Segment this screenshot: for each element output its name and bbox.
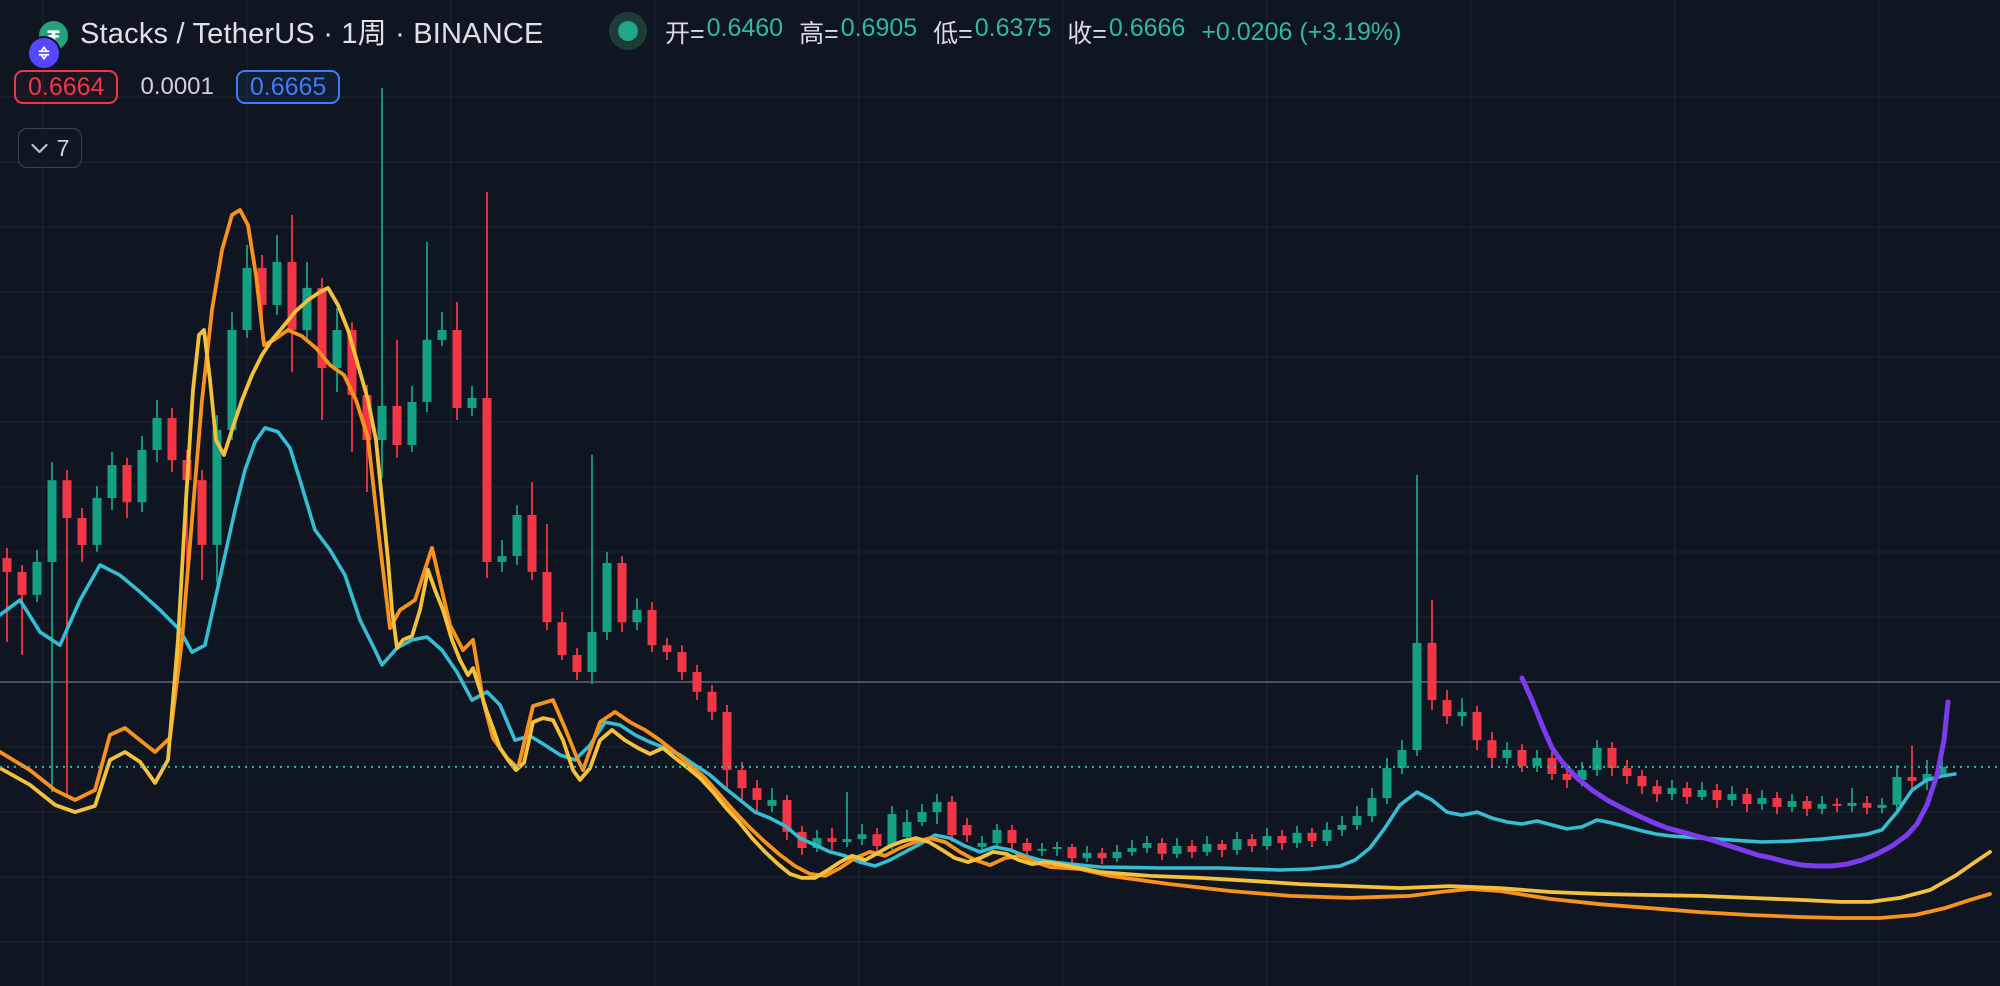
chevron-down-icon <box>30 143 48 153</box>
ask-price-button[interactable]: 0.6665 <box>235 70 341 104</box>
ma-orange <box>0 208 1992 920</box>
open-value: 0.6460 <box>706 14 784 42</box>
market-status-dot-core <box>618 21 638 41</box>
low-value: 0.6375 <box>974 14 1052 42</box>
ma-purple <box>1519 675 1951 869</box>
candles-layer <box>2 88 1947 865</box>
close-label: 收= <box>1067 20 1107 48</box>
indicators-count: 7 <box>56 134 70 161</box>
pair-logo <box>14 9 70 70</box>
high-label: 高= <box>799 20 839 48</box>
indicators-collapse-button[interactable]: 7 <box>18 128 82 168</box>
ma-lines-layer <box>0 208 1992 920</box>
bid-ask-row: 0.6664 0.0001 0.6665 <box>14 68 341 106</box>
bid-price-button[interactable]: 0.6664 <box>14 70 119 104</box>
market-status-dot[interactable] <box>609 12 647 50</box>
ohlc-readout: 开= 0.6460 高= 0.6905 低= 0.6375 收= 0.6666 +0.0… <box>665 14 1401 50</box>
ma-cyan <box>0 426 1957 872</box>
symbol-header[interactable]: Stacks / TetherUS · 1周 · BINANCE <box>14 8 544 70</box>
change-value: +0.0206 (+3.19%) <box>1201 17 1402 46</box>
open-label: 开= <box>665 20 705 48</box>
high-value: 0.6905 <box>840 14 918 42</box>
spread-value: 0.0001 <box>140 73 214 100</box>
close-value: 0.6666 <box>1108 14 1186 42</box>
stacks-logo-icon <box>27 36 61 70</box>
symbol-title[interactable]: Stacks / TetherUS · 1周 · BINANCE <box>80 18 544 50</box>
ma-yellow <box>0 285 1992 904</box>
low-label: 低= <box>933 20 973 48</box>
